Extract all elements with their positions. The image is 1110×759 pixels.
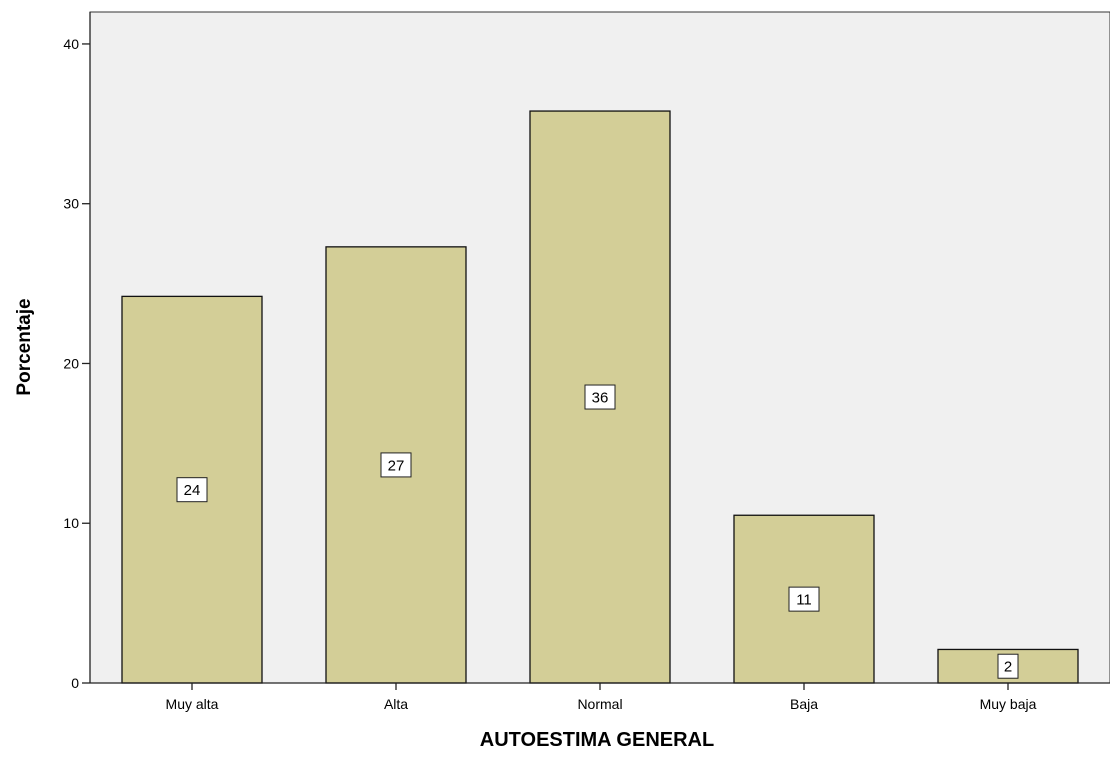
data-label: 24 — [184, 482, 201, 499]
data-labels: 24 27 36 11 2 — [176, 384, 1019, 679]
data-label: 2 — [1004, 659, 1012, 676]
x-tick-label: Baja — [790, 696, 818, 712]
x-axis-title: AUTOESTIMA GENERAL — [480, 729, 714, 751]
data-label-box — [997, 653, 1019, 679]
data-label: 27 — [388, 457, 405, 474]
data-label: 11 — [796, 592, 812, 609]
data-label: 36 — [592, 390, 609, 407]
y-tick-label: 10 — [63, 515, 79, 531]
data-label-box — [176, 477, 208, 503]
x-tick-label: Muy alta — [166, 696, 219, 712]
y-tick-label: 20 — [63, 355, 79, 371]
y-tick-label: 40 — [63, 36, 79, 52]
data-label-box — [584, 384, 616, 410]
x-tick-label: Muy baja — [980, 696, 1037, 712]
data-label-box — [380, 452, 412, 478]
data-label-box — [788, 586, 820, 612]
y-tick-label: 0 — [71, 675, 79, 691]
x-axis: Muy alta Alta Normal Baja Muy baja — [90, 682, 1110, 712]
y-axis-title: Porcentaje — [14, 298, 35, 395]
y-axis: 0 10 20 30 40 — [63, 12, 91, 691]
x-tick-label: Alta — [384, 696, 408, 712]
x-tick-label: Normal — [577, 696, 622, 712]
y-tick-label: 30 — [63, 196, 79, 212]
